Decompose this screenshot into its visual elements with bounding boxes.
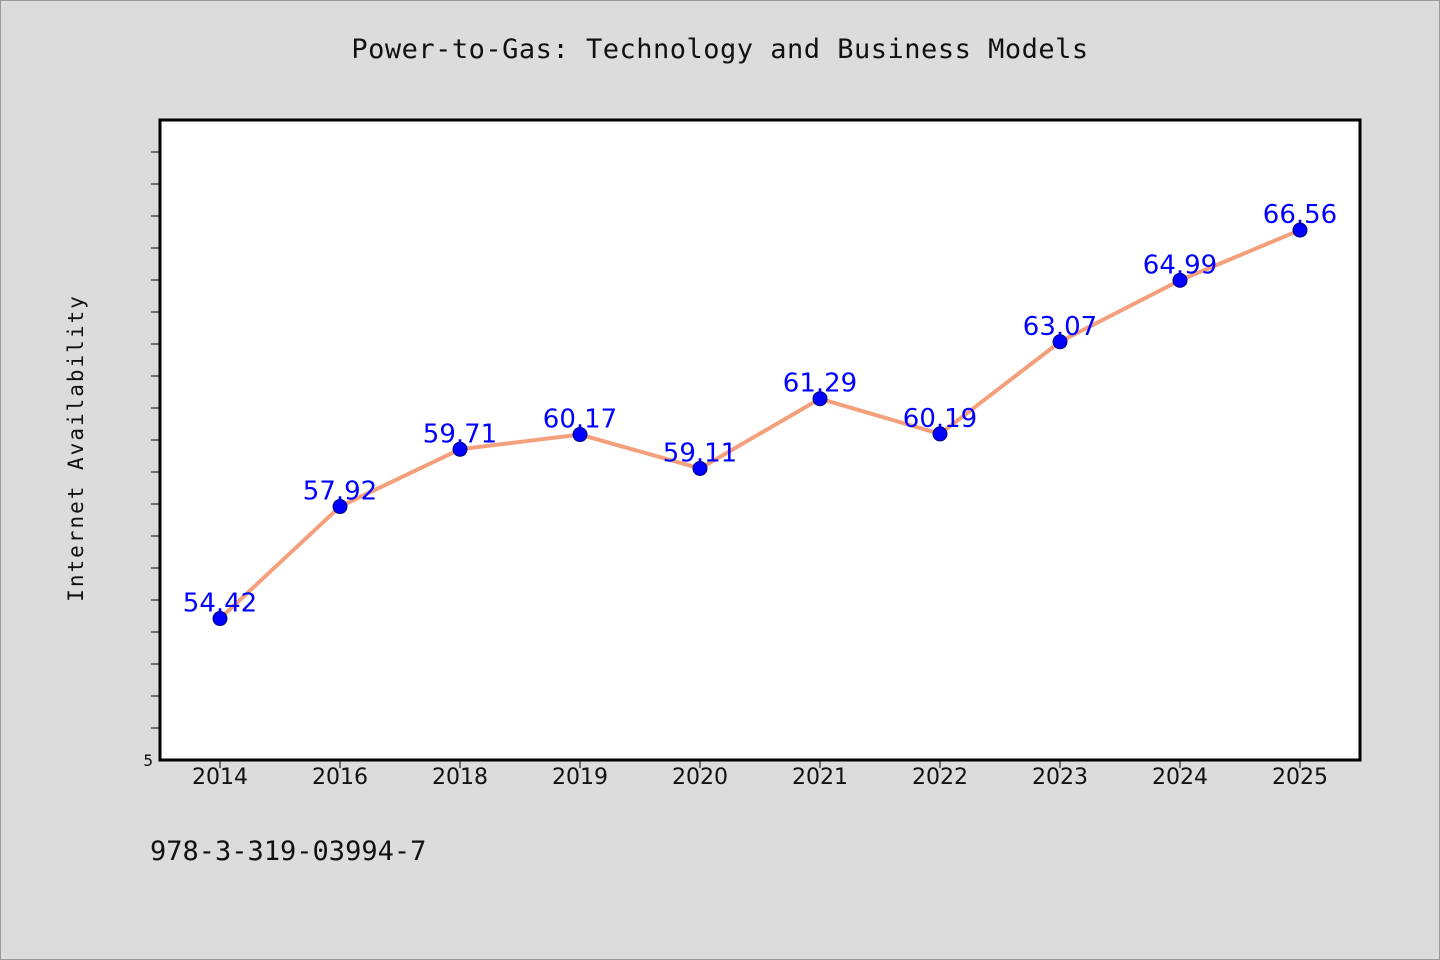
x-tick-label: 2014	[192, 765, 248, 790]
data-point	[332, 499, 348, 515]
x-tick-label: 2019	[552, 765, 608, 790]
data-label: 59.71	[423, 419, 497, 449]
plot-background	[160, 120, 1360, 760]
data-point	[1172, 272, 1188, 288]
data-label: 60.17	[543, 405, 617, 435]
data-label: 59.11	[663, 438, 737, 468]
data-label: 60.19	[903, 404, 977, 434]
x-tick-label: 2024	[1152, 765, 1208, 790]
data-point	[452, 441, 468, 457]
series-line	[218, 228, 1302, 621]
chart-title: Power-to-Gas: Technology and Business Mo…	[351, 34, 1089, 65]
data-label: 54.42	[183, 589, 257, 619]
data-point	[932, 426, 948, 442]
x-tick-label: 2023	[1032, 765, 1088, 790]
x-tick-label: 2016	[312, 765, 368, 790]
x-tick-label: 2020	[672, 765, 728, 790]
x-tick-label: 2022	[912, 765, 968, 790]
data-point	[692, 460, 708, 476]
x-tick-label: 2025	[1272, 765, 1328, 790]
data-point	[572, 427, 588, 443]
data-label: 57.92	[303, 477, 377, 507]
data-label: 61.29	[783, 369, 857, 399]
data-point	[1292, 222, 1308, 238]
data-point	[812, 391, 828, 407]
data-point	[1052, 334, 1068, 350]
data-point	[212, 611, 228, 627]
y-tick-label: 5	[143, 751, 153, 770]
x-tick-label: 2021	[792, 765, 848, 790]
isbn-footer: 978-3-319-03994-7	[150, 836, 427, 867]
data-label: 63.07	[1023, 312, 1097, 342]
data-label: 66.56	[1263, 200, 1337, 230]
x-tick-label: 2018	[432, 765, 488, 790]
data-label: 64.99	[1143, 250, 1217, 280]
